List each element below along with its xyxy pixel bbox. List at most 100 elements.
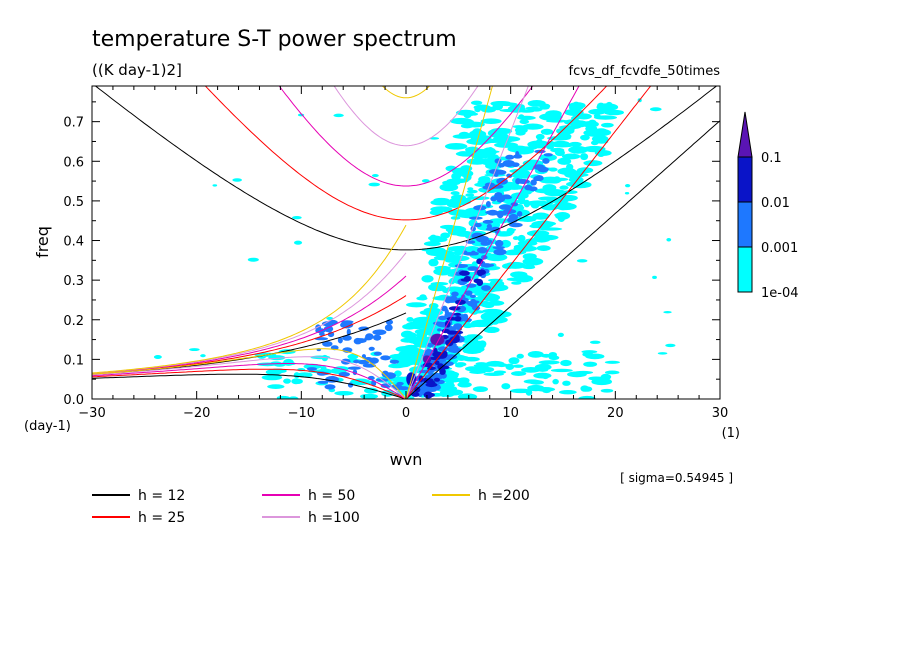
spectral-power-blob bbox=[460, 278, 472, 282]
spectral-power-blob bbox=[406, 302, 427, 308]
colorbar-segment bbox=[737, 201, 753, 248]
spectral-power-blob bbox=[485, 200, 491, 208]
spectral-power-blob bbox=[505, 249, 527, 255]
y-tick-label: 0.6 bbox=[63, 155, 84, 170]
spectral-power-blob bbox=[457, 377, 470, 384]
spectral-power-blob bbox=[283, 378, 291, 384]
legend: h = 12 h = 25 h = 50 h =100 h =200 bbox=[92, 488, 530, 526]
spectral-power-blob bbox=[455, 363, 464, 368]
spectral-power-blob bbox=[445, 225, 467, 234]
spectral-power-blob bbox=[522, 253, 537, 260]
spectral-power-blob bbox=[555, 203, 577, 211]
spectral-power-blob bbox=[453, 312, 462, 316]
inertia-gravity-curve bbox=[204, 86, 608, 221]
spectral-power-blob bbox=[340, 321, 354, 329]
spectral-power-blob bbox=[501, 383, 511, 390]
spectral-power-blob bbox=[522, 123, 544, 130]
spectral-power-blob bbox=[444, 354, 458, 360]
spectral-power-blob bbox=[527, 350, 544, 358]
spectral-power-blob bbox=[454, 315, 462, 322]
spectral-power-blob bbox=[566, 163, 574, 171]
spectral-power-blob bbox=[596, 102, 605, 109]
spectral-power-blob bbox=[466, 334, 478, 338]
spectral-power-blob bbox=[396, 381, 404, 386]
spectral-power-blob bbox=[474, 107, 481, 113]
spectral-power-blob bbox=[554, 177, 569, 181]
spectral-power-blob bbox=[585, 125, 598, 132]
spectral-power-blob bbox=[423, 392, 435, 398]
spectral-power-blob bbox=[466, 189, 478, 194]
spectral-power-blob bbox=[569, 371, 581, 377]
spectral-power-blob bbox=[512, 364, 524, 368]
spectral-power-blob bbox=[494, 239, 504, 247]
spectral-power-blob bbox=[261, 374, 283, 381]
spectral-power-blob bbox=[490, 127, 513, 135]
spectral-power-blob bbox=[558, 194, 578, 202]
spectral-power-blob bbox=[471, 154, 489, 160]
spectral-power-blob bbox=[431, 238, 447, 243]
spectral-power-blob bbox=[473, 363, 492, 368]
spectral-power-blob bbox=[580, 134, 590, 141]
spectral-power-blob bbox=[267, 384, 285, 389]
spectral-power-blob bbox=[516, 211, 523, 217]
spectral-power-blob bbox=[519, 119, 530, 125]
spectral-power-blob bbox=[480, 118, 502, 124]
y-tick-label: 0.3 bbox=[63, 274, 84, 289]
spectral-power-blob bbox=[462, 347, 483, 354]
spectral-power-blob bbox=[492, 253, 499, 260]
spectral-power-blob bbox=[573, 101, 579, 105]
spectral-power-blob bbox=[482, 219, 494, 224]
spectral-power-blob bbox=[389, 353, 408, 360]
legend-label: h = 12 bbox=[138, 488, 185, 504]
colorbar-segment bbox=[737, 156, 753, 203]
spectral-power-blob bbox=[457, 356, 466, 361]
spectral-power-blob bbox=[455, 299, 466, 305]
spectral-power-blob bbox=[342, 335, 352, 341]
y-tick-label: 0.4 bbox=[63, 235, 84, 250]
spectral-power-blob bbox=[530, 201, 540, 209]
spectral-power-blob bbox=[459, 270, 470, 276]
spectral-power-blob bbox=[514, 126, 528, 134]
spectral-power-blob bbox=[321, 321, 334, 327]
spectral-power-blob bbox=[247, 257, 259, 262]
spectral-power-blob bbox=[578, 395, 596, 399]
dispersion-curves bbox=[92, 86, 720, 399]
spectral-power-blob bbox=[494, 142, 518, 148]
spectral-power-blob bbox=[517, 234, 526, 242]
spectral-power-blob bbox=[338, 371, 351, 377]
inertia-gravity-curve bbox=[94, 86, 718, 251]
spectral-power-blob bbox=[516, 353, 524, 359]
spectral-power-blob bbox=[515, 178, 521, 185]
spectral-power-blob bbox=[448, 327, 459, 331]
spectral-power-blob bbox=[510, 271, 528, 278]
spectral-power-blob bbox=[440, 305, 448, 312]
spectral-power-blob bbox=[439, 368, 446, 375]
x-tick-label: −30 bbox=[78, 406, 105, 421]
spectral-power-blob bbox=[652, 275, 657, 280]
spectral-power-blob bbox=[510, 192, 529, 200]
spectral-power-blob bbox=[324, 384, 336, 390]
kelvin-curve bbox=[405, 86, 493, 399]
axis-ticks: −30 −20 −10 0 10 20 30 0.0 0.1 0.2 0.3 0.4 0.5 0.6 0.7 bbox=[63, 86, 728, 421]
spectral-power-blob bbox=[429, 210, 443, 216]
spectral-power-blob bbox=[464, 290, 473, 296]
spectral-power-blob bbox=[548, 355, 560, 361]
spectral-power-blob bbox=[451, 172, 462, 181]
spectral-power-blob bbox=[411, 392, 420, 397]
spectral-power-blob bbox=[518, 109, 535, 113]
spectral-power-blob bbox=[361, 354, 367, 359]
mixed-rossby-gravity-curve bbox=[92, 224, 407, 374]
spectral-power-blob bbox=[583, 361, 598, 367]
legend-label: h = 25 bbox=[138, 510, 185, 526]
spectral-power-blob bbox=[543, 153, 553, 157]
spectral-power-blob bbox=[427, 342, 434, 348]
spectral-power-blob bbox=[432, 372, 440, 379]
spectral-power-blob bbox=[560, 359, 572, 367]
spectral-power-blob bbox=[368, 182, 381, 187]
inertia-gravity-curve bbox=[278, 86, 534, 187]
x-tick-label: 30 bbox=[712, 406, 729, 421]
spectral-power-blob bbox=[509, 222, 523, 228]
spectral-power-blob bbox=[428, 371, 434, 376]
spectral-power-blob bbox=[535, 133, 545, 140]
